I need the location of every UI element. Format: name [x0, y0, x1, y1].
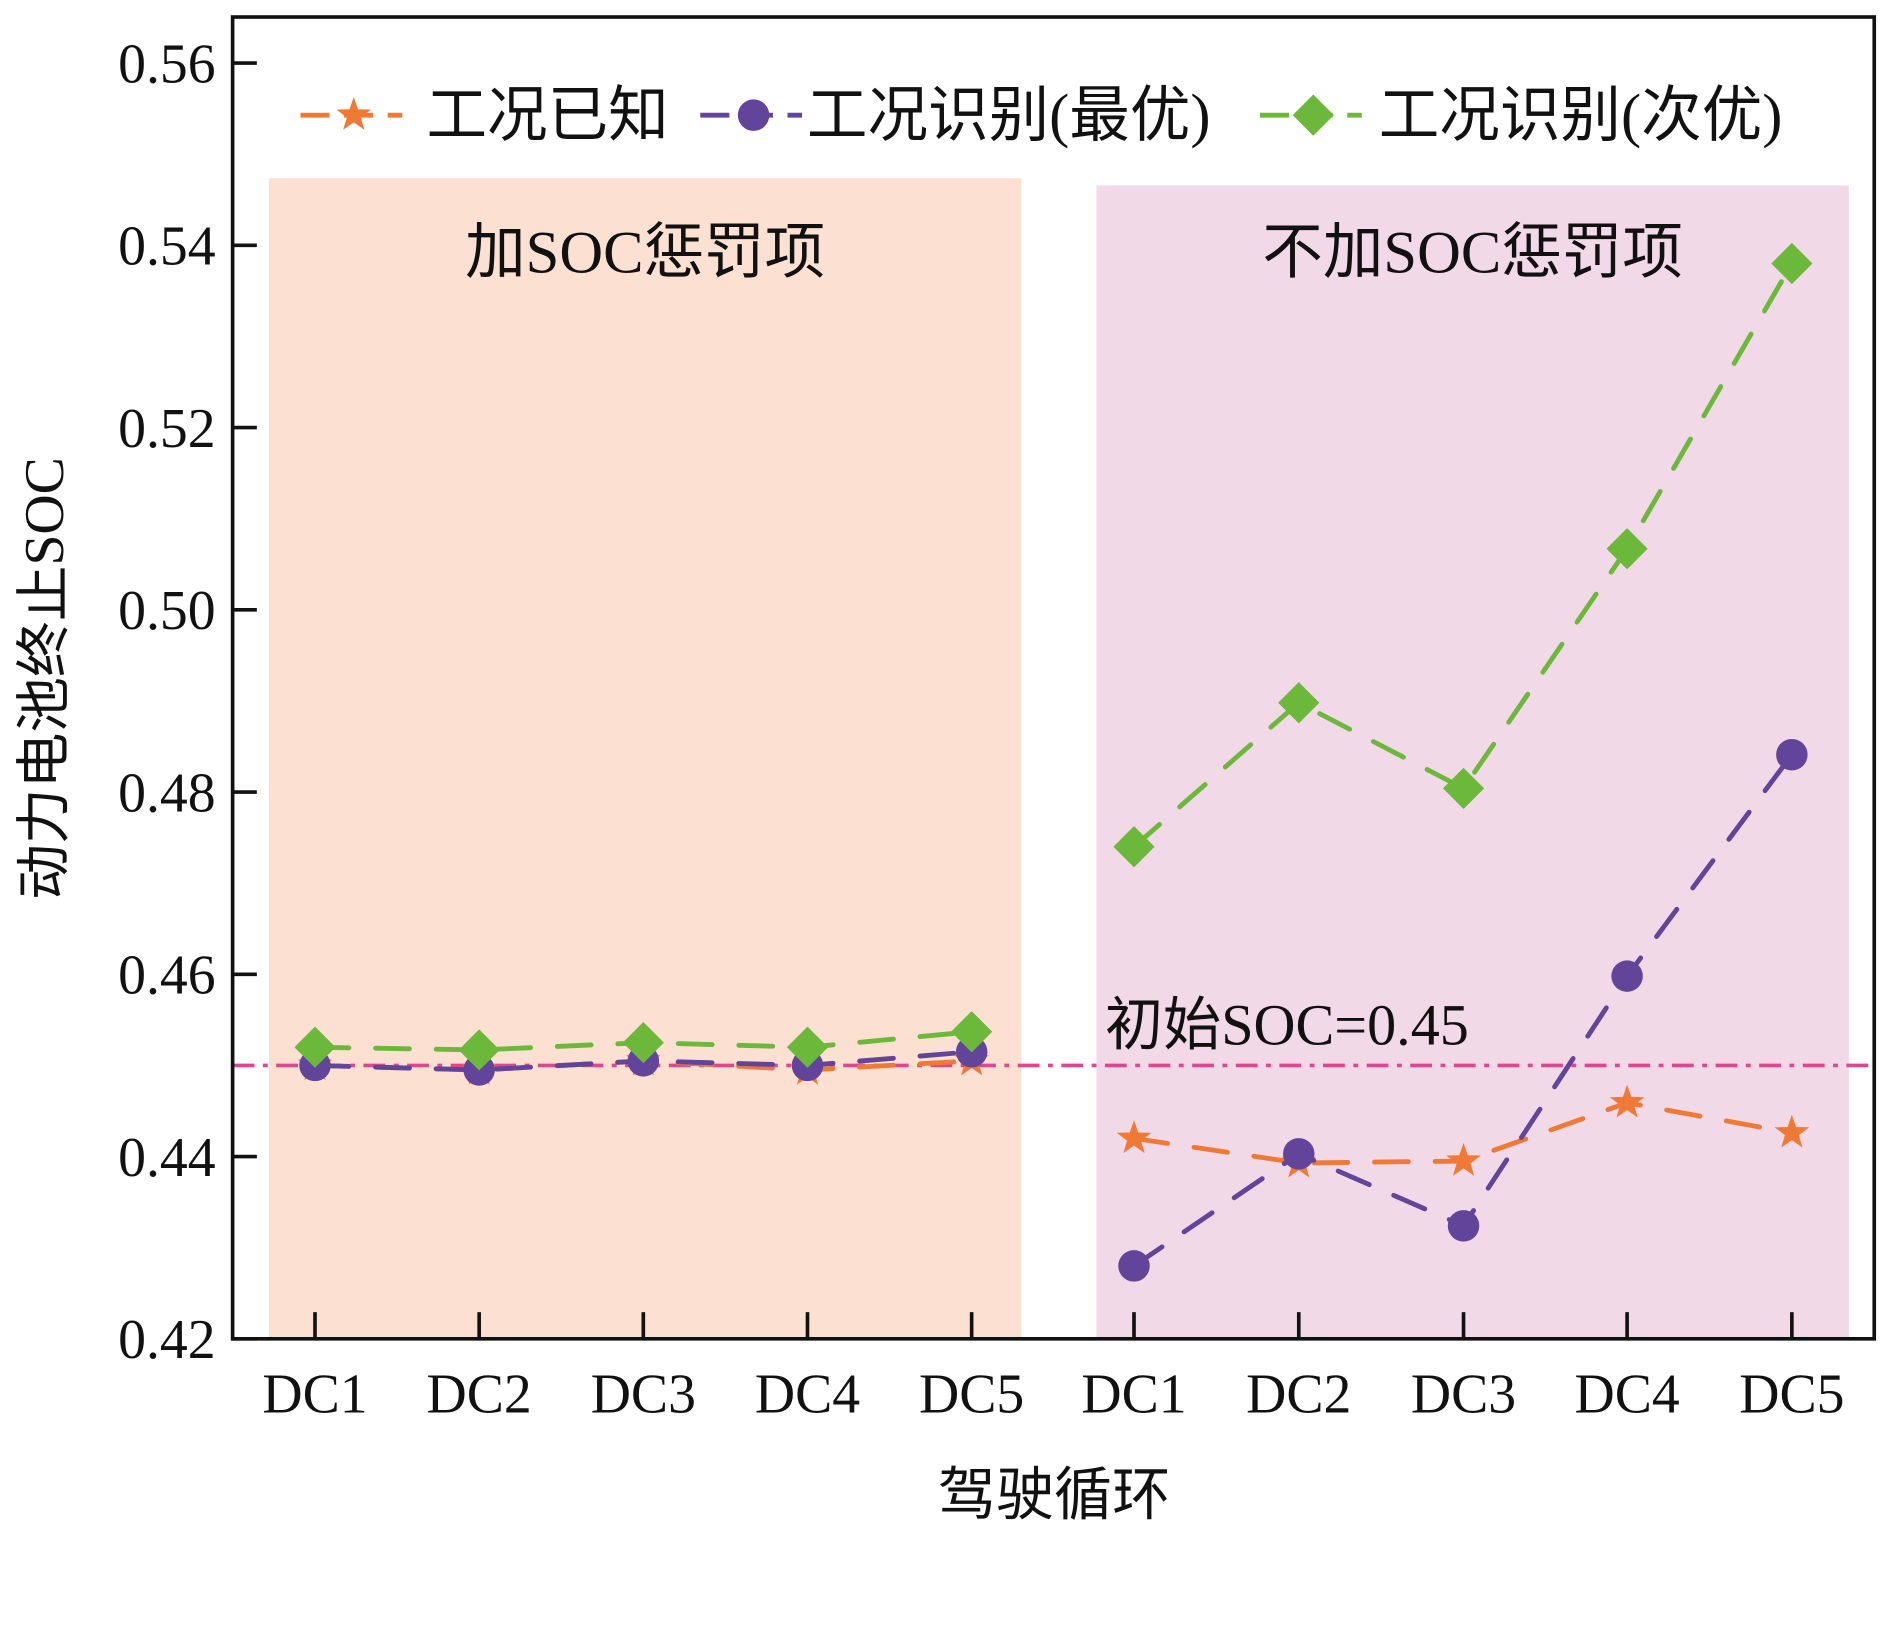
x-tick-label: DC5 [919, 1364, 1024, 1426]
series-line [1131, 261, 1795, 850]
diamond-marker [458, 1029, 500, 1071]
x-tick-label: DC1 [262, 1364, 367, 1426]
diamond-marker [1113, 826, 1155, 868]
y-tick-label: 0.50 [118, 580, 216, 642]
x-tick-label: DC1 [1081, 1364, 1186, 1426]
plot-frame [230, 15, 1877, 1341]
legend-label: 工况识别(最优) [807, 83, 1211, 150]
circle-marker [1447, 1210, 1480, 1242]
diamond-marker [1771, 242, 1813, 285]
star-marker [1609, 1084, 1645, 1118]
diamond-marker [951, 1011, 993, 1053]
y-tick-label: 0.42 [118, 1309, 216, 1371]
star-marker [1446, 1142, 1481, 1176]
x-tick-label: DC2 [427, 1364, 532, 1426]
x-tick-label: DC4 [755, 1364, 860, 1426]
circle-marker [1118, 1250, 1150, 1282]
circle-marker [1611, 960, 1643, 992]
x-axis-label: 驾驶循环 [938, 1462, 1171, 1527]
region-label: 不加SOC惩罚项 [1262, 220, 1683, 287]
legend-circle-icon [737, 99, 770, 131]
diamond-marker [786, 1026, 829, 1068]
legend-diamond-icon [1292, 94, 1334, 136]
y-axis-label: 动力电池终止SOC [14, 457, 76, 900]
star-marker [1116, 1120, 1152, 1154]
legend-label: 工况已知 [426, 83, 668, 150]
circle-marker [1776, 738, 1808, 771]
circle-marker [1283, 1138, 1315, 1170]
star-marker [1774, 1114, 1810, 1148]
x-tick-label: DC5 [1739, 1364, 1844, 1426]
region-with-penalty [268, 178, 1022, 1339]
x-tick-label: DC2 [1246, 1364, 1351, 1426]
diamond-marker [622, 1022, 664, 1064]
y-tick-label: 0.52 [118, 398, 216, 460]
legend-star-icon [336, 96, 372, 130]
diamond-marker [1442, 767, 1485, 810]
y-tick-label: 0.48 [118, 762, 216, 824]
diamond-marker [1606, 528, 1648, 570]
y-tick-label: 0.46 [118, 945, 216, 1007]
reference-line-label: 初始SOC=0.45 [1105, 992, 1469, 1057]
region-label: 加SOC惩罚项 [465, 220, 825, 287]
x-tick-label: DC4 [1574, 1364, 1679, 1426]
x-tick-label: DC3 [591, 1364, 696, 1426]
region-without-penalty [1096, 185, 1849, 1339]
legend-label: 工况识别(次优) [1379, 83, 1783, 150]
x-tick-label: DC3 [1411, 1364, 1516, 1426]
y-tick-label: 0.44 [118, 1127, 216, 1189]
y-tick-label: 0.54 [118, 216, 216, 278]
diamond-marker [1278, 682, 1320, 724]
y-tick-label: 0.56 [118, 33, 216, 95]
